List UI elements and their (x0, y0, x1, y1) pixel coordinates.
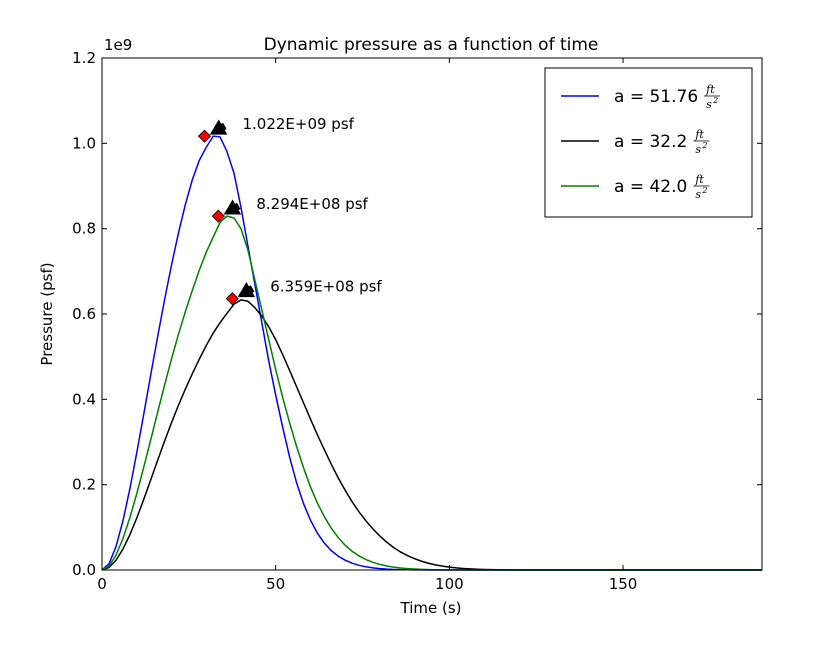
legend-unit-num-2: ft (694, 173, 704, 186)
legend-unit-exp-2: 2 (701, 186, 707, 195)
series-line-1 (101, 299, 762, 571)
legend: a = 51.76 fts 2a = 32.2 fts 2a = 42.0 fts 2 (544, 67, 753, 218)
legend-label-1: a = 32.2 (614, 132, 687, 152)
legend-unit-den-0: s (706, 98, 712, 111)
x-axis-label: Time (s) (400, 599, 462, 617)
annotation-label-2: 6.359E+08 psf (270, 278, 382, 296)
legend-unit-num-1: ft (694, 128, 704, 141)
y-tick-label-0: 0.0 (72, 561, 96, 579)
x-tick-label-0: 0 (97, 575, 107, 593)
y-tick-label-6: 1.2 (72, 49, 96, 67)
legend-unit-num-0: ft (705, 83, 715, 96)
legend-box (544, 67, 753, 218)
legend-unit-den-2: s (695, 188, 701, 201)
annotation-arrow-0 (209, 119, 228, 135)
annotation-arrow-1 (223, 199, 242, 215)
tick-layer: 0 50 100 150 0.0 0.2 0.4 0.6 0.8 1.0 1.2 (72, 49, 762, 593)
chart-title: Dynamic pressure as a function of time (264, 35, 599, 55)
y-tick-label-2: 0.4 (72, 390, 96, 408)
peak-marker-0 (197, 129, 212, 143)
peak-marker-1 (211, 209, 225, 223)
y-tick-label-5: 1.0 (72, 134, 96, 152)
annotation-label-1: 8.294E+08 psf (256, 195, 368, 213)
y-axis-label: Pressure (psf) (38, 262, 56, 365)
series-line-2 (101, 215, 762, 571)
legend-unit-exp-0: 2 (712, 96, 718, 105)
legend-unit-den-1: s (695, 143, 701, 156)
y-tick-label-4: 0.8 (72, 220, 96, 238)
legend-label-2: a = 42.0 (614, 177, 687, 197)
y-tick-label-1: 0.2 (72, 476, 96, 494)
y-tick-label-3: 0.6 (72, 305, 96, 323)
x-tick-label-1: 50 (266, 575, 285, 593)
annotation-label-0: 1.022E+09 psf (242, 115, 354, 133)
y-offset-label: 1e9 (104, 36, 132, 54)
annotation-layer: 1.022E+09 psf 8.294E+08 psf 6.359E+08 psf (197, 115, 382, 306)
annotation-arrow-2 (237, 281, 256, 298)
legend-label-0: a = 51.76 (614, 87, 698, 107)
x-tick-label-3: 150 (609, 575, 638, 593)
peak-marker-2 (225, 292, 239, 306)
legend-unit-exp-1: 2 (701, 141, 707, 150)
x-tick-label-2: 100 (435, 575, 464, 593)
